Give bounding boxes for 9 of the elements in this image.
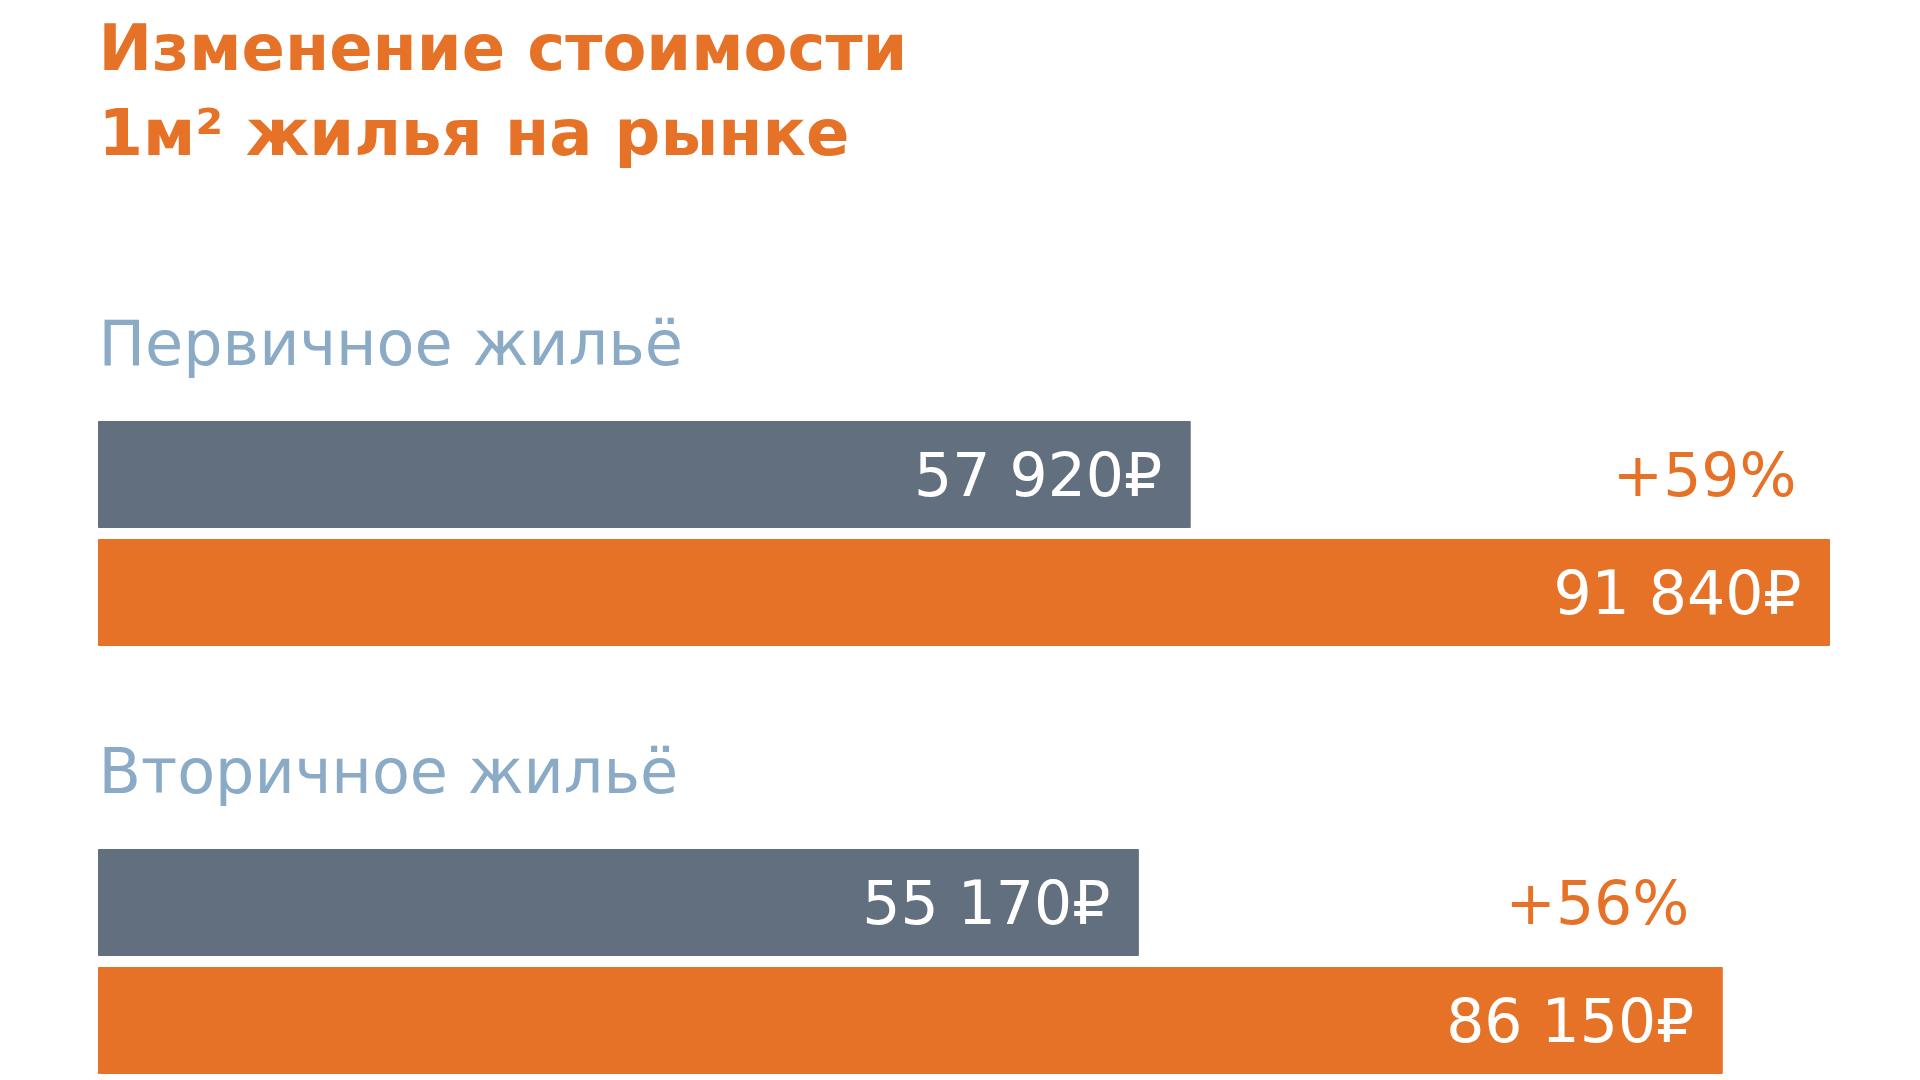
data-label: 86 150₽ [1446, 985, 1695, 1056]
annotation: +59% [1612, 439, 1797, 510]
data-label: 57 920₽ [914, 439, 1163, 510]
y-tick-label: Вторичное жильё [98, 735, 679, 808]
data-label: 91 840₽ [1553, 557, 1802, 628]
data-label: 55 170₽ [862, 867, 1111, 938]
y-tick-label: Первичное жильё [98, 307, 683, 380]
chart-title: Изменение стоимости 1м² жилья на рынке [98, 10, 908, 170]
annotation: +56% [1505, 867, 1690, 938]
